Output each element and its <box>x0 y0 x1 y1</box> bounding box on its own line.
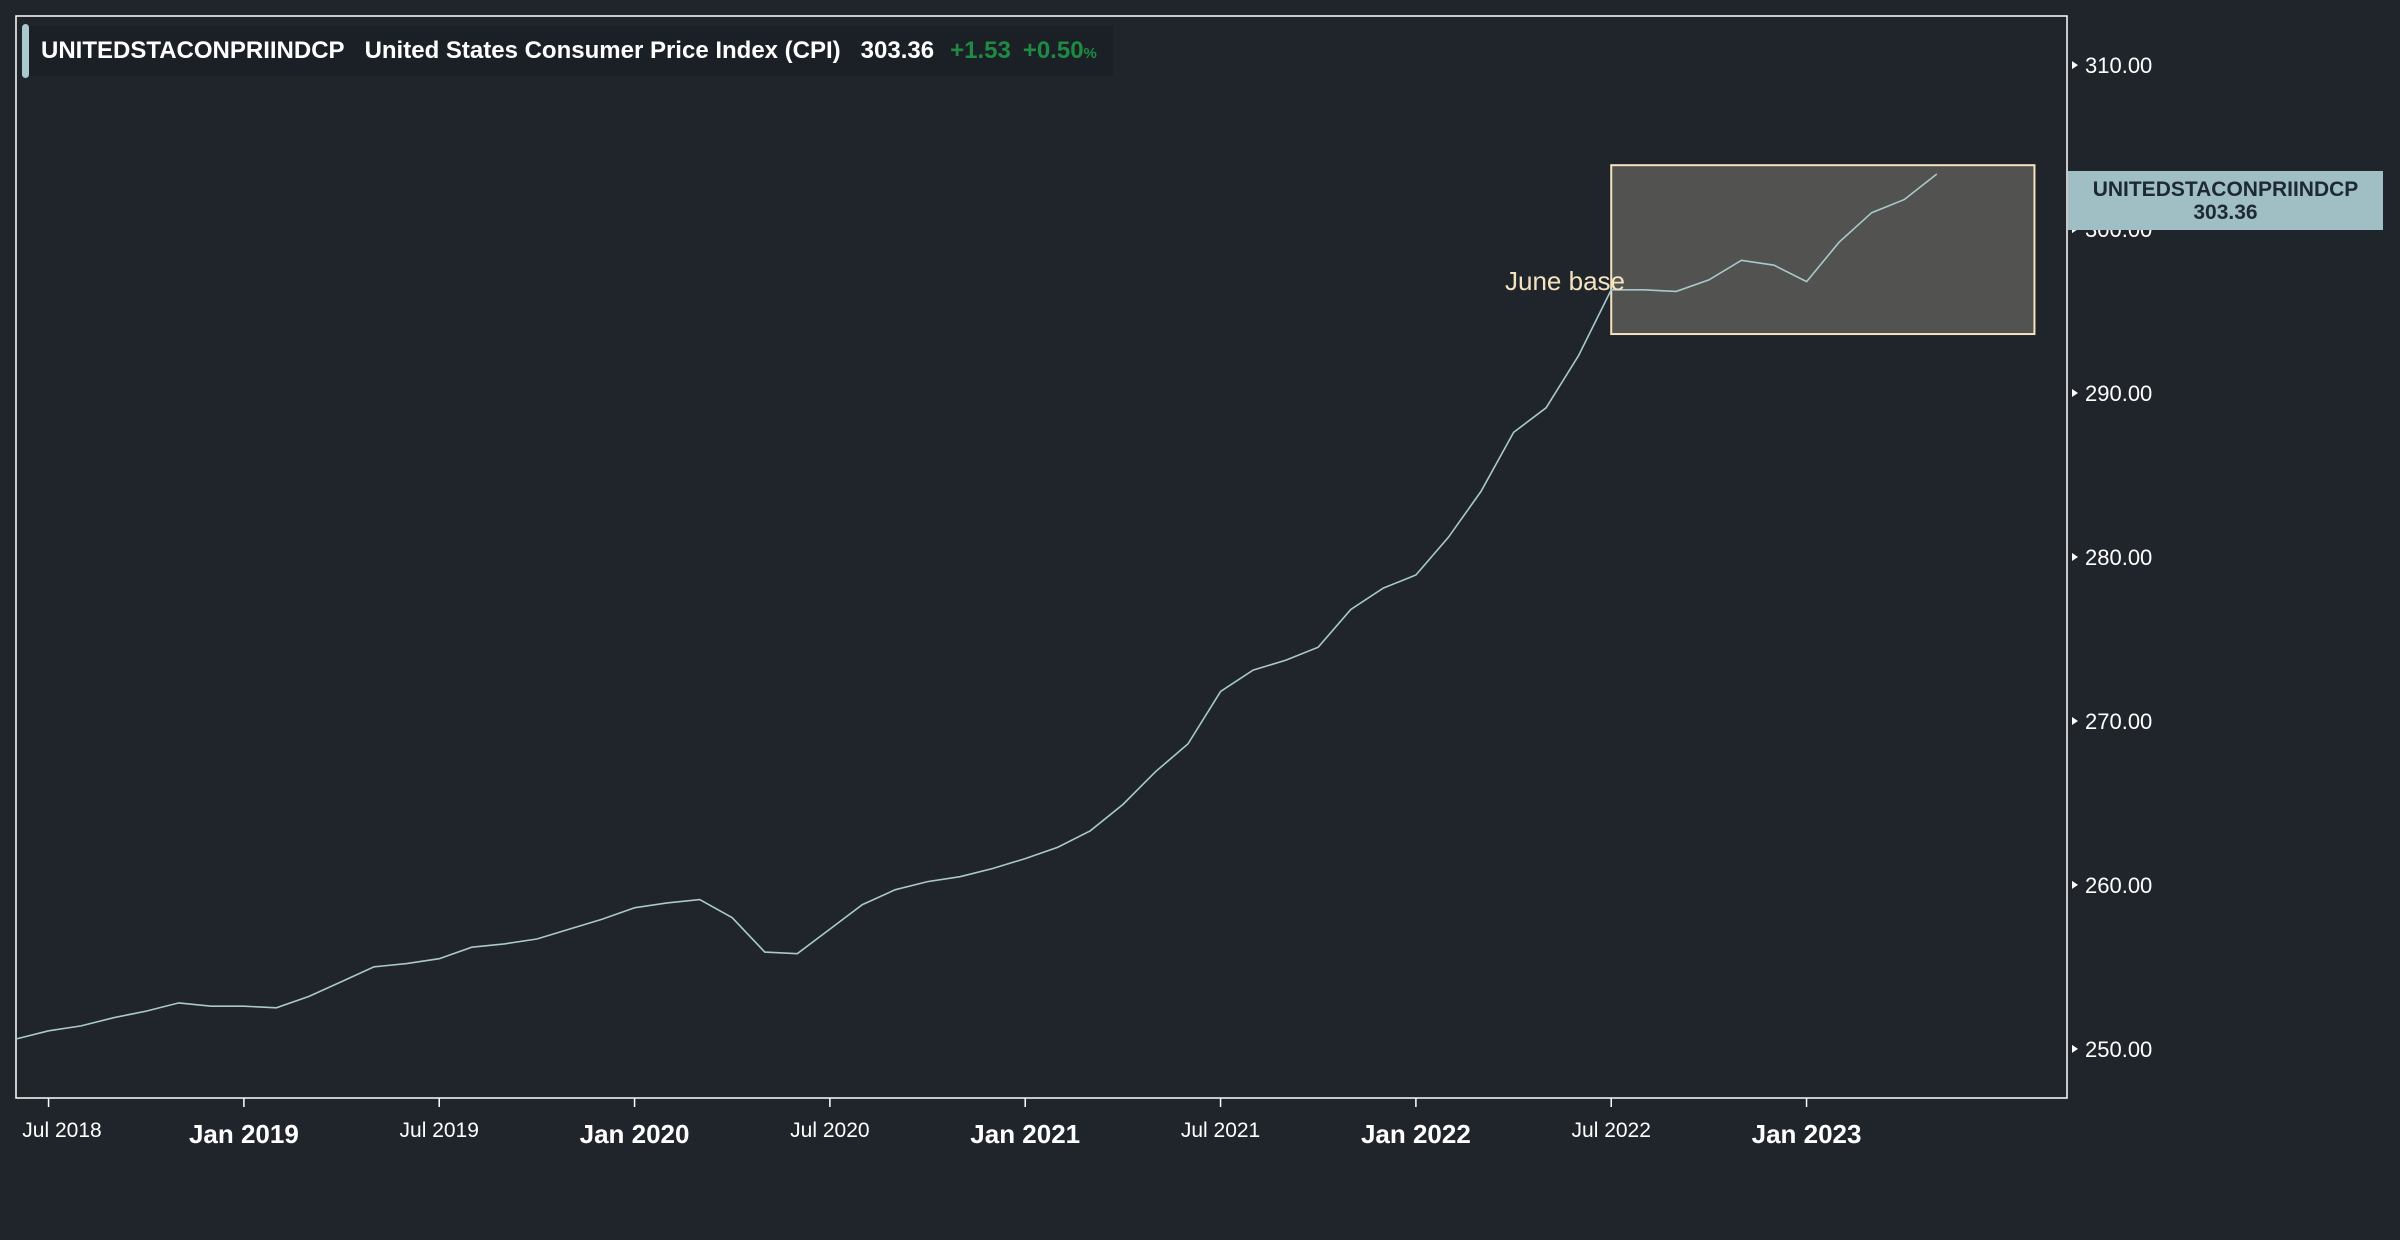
y-axis: 250.00260.00270.00280.00290.00300.00310.… <box>2072 53 2152 1062</box>
cpi-series-line[interactable] <box>15 173 1938 1040</box>
x-tick-label: Jul 2021 <box>1181 1119 1260 1142</box>
y-tick-mark <box>2072 880 2078 889</box>
x-tick-label: Jul 2019 <box>400 1119 479 1142</box>
y-tick-label: 310.00 <box>2085 53 2152 78</box>
y-tick-label: 280.00 <box>2085 545 2152 570</box>
x-tick-label: Jul 2022 <box>1572 1119 1651 1142</box>
last-price-tag: UNITEDSTACONPRIINDCP 303.36 <box>2068 171 2383 230</box>
annotation-label: June base <box>1505 266 1625 296</box>
legend-description: United States Consumer Price Index (CPI) <box>364 37 841 64</box>
legend-change-percent: +0.50% <box>1022 37 1097 64</box>
legend-symbol: UNITEDSTACONPRIINDCP <box>41 37 345 64</box>
series-color-swatch <box>22 24 29 78</box>
y-tick-mark <box>2072 389 2078 398</box>
y-tick-label: 290.00 <box>2085 381 2152 406</box>
y-tick-mark <box>2072 61 2078 70</box>
x-tick-label: Jul 2020 <box>790 1119 869 1142</box>
y-tick-label: 260.00 <box>2085 873 2152 898</box>
price-tag-symbol: UNITEDSTACONPRIINDCP <box>2092 177 2359 201</box>
legend-change: +1.53 <box>950 37 1011 64</box>
highlight-layer <box>1610 164 2036 336</box>
y-tick-mark <box>2072 716 2078 725</box>
x-tick-label: Jul 2018 <box>22 1119 101 1142</box>
y-tick-mark <box>2072 1044 2078 1053</box>
highlight-box[interactable] <box>1610 164 2036 336</box>
legend-last-value: 303.36 <box>860 37 935 64</box>
y-tick-mark <box>2072 553 2078 561</box>
x-tick-label: Jan 2019 <box>189 1119 299 1149</box>
price-tag-value: 303.36 <box>2193 200 2258 224</box>
series-layer <box>15 173 1938 1040</box>
plot-frame <box>15 15 2068 1099</box>
series-legend[interactable]: UNITEDSTACONPRIINDCP United States Consu… <box>22 24 1113 78</box>
x-tick-label: Jan 2021 <box>970 1119 1080 1149</box>
x-tick-label: Jan 2023 <box>1752 1119 1862 1149</box>
percent-sign: % <box>1083 45 1097 62</box>
x-tick-label: Jan 2022 <box>1361 1119 1471 1149</box>
y-tick-label: 250.00 <box>2085 1037 2152 1062</box>
x-tick-label: Jan 2020 <box>580 1119 690 1149</box>
x-axis: Jul 2018 Jan 2019 Jul 2019 Jan 2020 Jul 2020… <box>22 1098 1861 1149</box>
y-tick-label: 270.00 <box>2085 709 2152 734</box>
